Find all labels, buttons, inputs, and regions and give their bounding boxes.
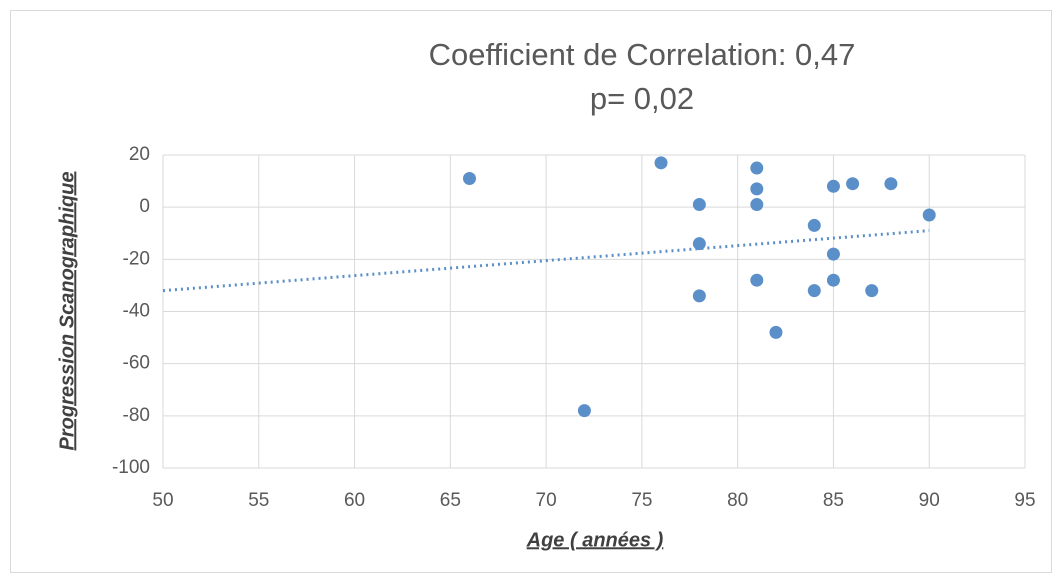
x-tick-label: 50	[152, 490, 173, 511]
y-tick-label: -80	[123, 405, 150, 426]
x-tick-label: 75	[631, 490, 652, 511]
x-axis-title: Age ( années )	[526, 529, 664, 551]
point	[769, 325, 783, 339]
x-tick-label: 90	[919, 490, 940, 511]
point	[750, 161, 764, 175]
point	[826, 247, 840, 261]
chart-title: Coefficient de Correlation: 0,47	[429, 37, 856, 72]
x-tick-label: 95	[1014, 490, 1035, 511]
point	[807, 218, 821, 232]
point	[846, 177, 860, 191]
x-tick-label: 80	[727, 490, 748, 511]
x-tick-label: 85	[823, 490, 844, 511]
point	[577, 404, 591, 418]
x-tick-label: 60	[344, 490, 365, 511]
point	[750, 198, 764, 212]
x-tick-label: 65	[440, 490, 461, 511]
point	[750, 273, 764, 287]
x-tick-label: 55	[248, 490, 269, 511]
y-tick-label: -40	[123, 301, 150, 322]
point	[692, 198, 706, 212]
point	[692, 237, 706, 251]
point	[807, 284, 821, 298]
point	[692, 289, 706, 303]
y-tick-label: 20	[129, 144, 150, 165]
y-tick-label: -60	[123, 353, 150, 374]
point	[826, 273, 840, 287]
chart-border	[10, 10, 1052, 573]
point	[654, 156, 668, 170]
trendline	[162, 229, 930, 293]
point	[750, 182, 764, 196]
point	[826, 179, 840, 193]
point	[922, 208, 936, 222]
chart-subtitle: p= 0,02	[590, 81, 694, 116]
y-tick-label: 0	[139, 196, 150, 217]
point	[462, 171, 476, 185]
x-tick-label: 70	[536, 490, 557, 511]
point	[884, 177, 898, 191]
y-axis-title: Progression Scanographique	[56, 172, 78, 451]
y-tick-label: -100	[112, 457, 150, 478]
point	[865, 284, 879, 298]
y-tick-label: -20	[123, 248, 150, 269]
